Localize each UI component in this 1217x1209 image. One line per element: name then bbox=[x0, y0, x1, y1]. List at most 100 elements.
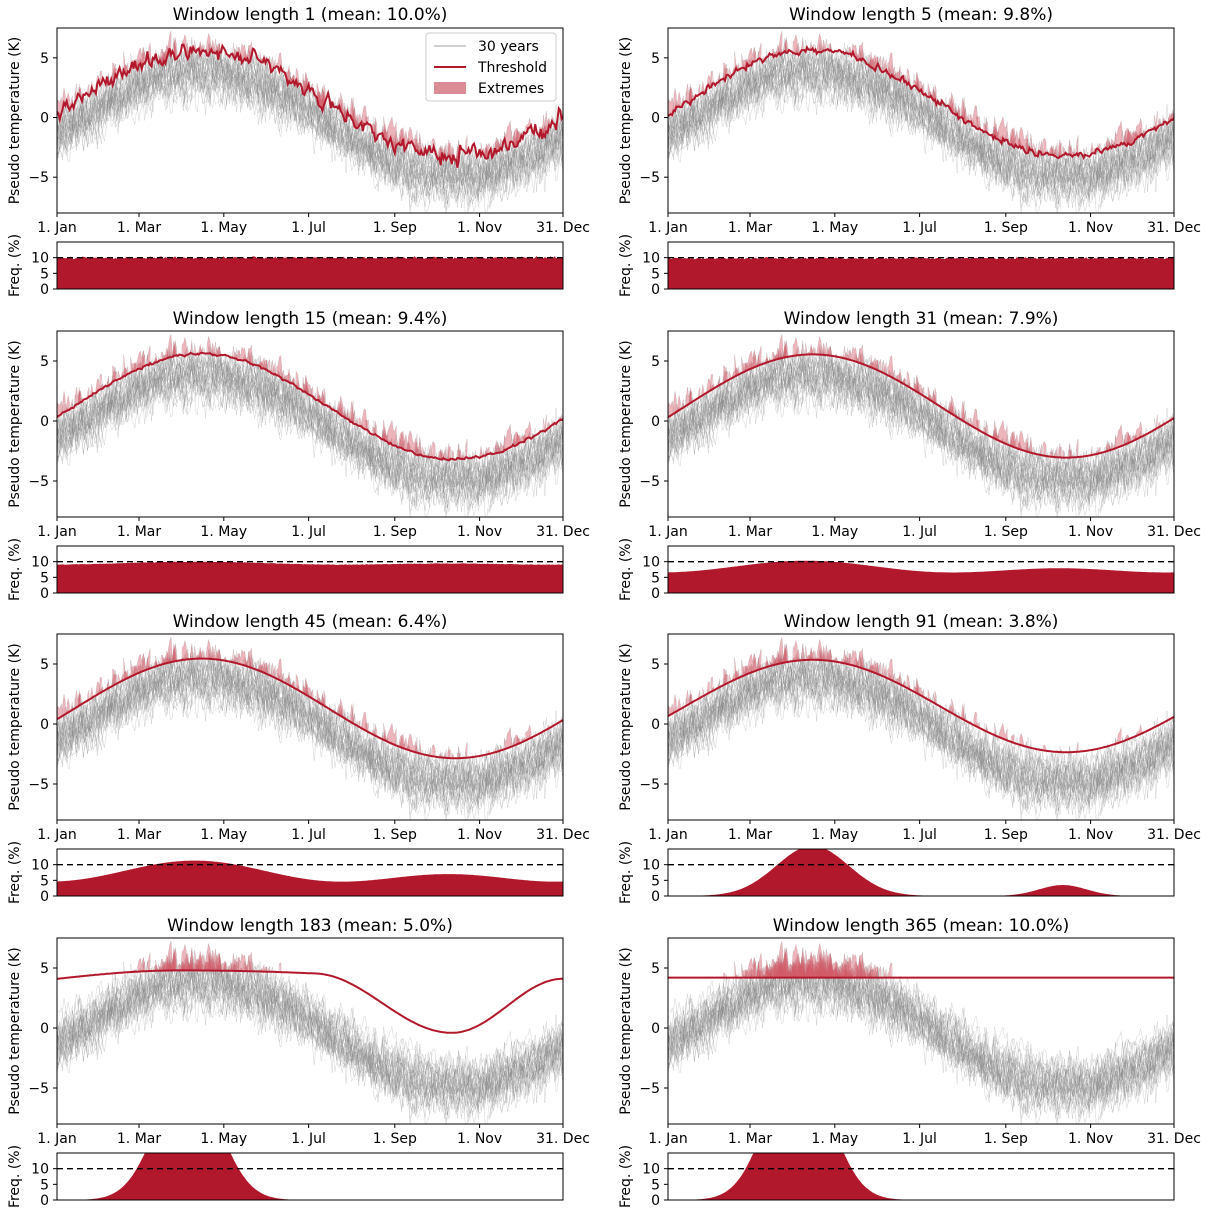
extreme-area bbox=[861, 351, 864, 365]
year-line bbox=[57, 971, 563, 1124]
extreme-area bbox=[840, 963, 844, 978]
extreme-area bbox=[701, 81, 705, 94]
y-tick-label: −5 bbox=[639, 170, 660, 186]
extreme-area bbox=[351, 703, 354, 724]
extreme-area bbox=[417, 145, 420, 155]
year-line bbox=[668, 59, 1174, 213]
extreme-area bbox=[260, 658, 266, 674]
year-line bbox=[668, 958, 1174, 1099]
x-tick-label: 1. Jan bbox=[37, 220, 76, 236]
extreme-area bbox=[497, 142, 500, 151]
extreme-area bbox=[273, 362, 276, 375]
year-line bbox=[668, 954, 1174, 1111]
extreme-area bbox=[287, 368, 295, 386]
extreme-area bbox=[497, 138, 500, 151]
extreme-area bbox=[964, 108, 969, 124]
year-line bbox=[57, 953, 563, 1102]
extreme-area bbox=[437, 451, 441, 460]
legend-label: Threshold bbox=[477, 60, 547, 76]
extreme-area bbox=[876, 967, 878, 978]
x-tick-label: 1. May bbox=[811, 524, 858, 540]
extreme-area bbox=[350, 410, 355, 424]
year-line bbox=[57, 360, 563, 508]
extreme-area bbox=[166, 350, 169, 359]
extreme-area bbox=[748, 969, 752, 978]
extreme-area bbox=[198, 954, 210, 971]
extreme-area bbox=[204, 952, 212, 971]
extreme-area bbox=[276, 658, 284, 683]
extreme-area bbox=[834, 968, 841, 978]
legend: 30 years Threshold Extremes bbox=[425, 32, 557, 102]
extreme-area bbox=[879, 359, 881, 372]
extreme-area bbox=[993, 116, 1008, 144]
extreme-area bbox=[668, 97, 674, 117]
year-line bbox=[668, 644, 1174, 789]
extreme-area bbox=[218, 45, 221, 60]
extreme-area bbox=[457, 443, 459, 459]
x-tick-label: 1. Nov bbox=[1068, 1131, 1113, 1147]
extreme-area bbox=[833, 968, 838, 978]
extreme-area bbox=[276, 355, 284, 381]
extreme-area bbox=[848, 649, 860, 668]
extreme-area bbox=[1069, 146, 1072, 156]
year-line bbox=[57, 357, 563, 506]
extreme-area bbox=[303, 680, 305, 694]
year-line bbox=[668, 349, 1174, 509]
extreme-area bbox=[827, 966, 830, 978]
extreme-area bbox=[337, 402, 351, 422]
extreme-area bbox=[795, 649, 799, 661]
extreme-area bbox=[458, 450, 461, 459]
extreme-area bbox=[1019, 733, 1027, 747]
extreme-area bbox=[795, 346, 799, 356]
year-line bbox=[668, 666, 1174, 817]
extreme-area bbox=[1040, 140, 1045, 155]
extreme-area bbox=[907, 68, 910, 86]
y-tick-label: 0 bbox=[651, 1021, 660, 1037]
extreme-area bbox=[216, 346, 220, 356]
year-line bbox=[57, 948, 563, 1101]
plot-area bbox=[668, 637, 1174, 820]
extreme-area bbox=[237, 43, 249, 63]
extreme-area bbox=[154, 965, 158, 971]
year-line bbox=[668, 61, 1174, 213]
x-tick-label: 1. Sep bbox=[984, 827, 1028, 843]
extreme-area bbox=[278, 672, 280, 680]
extreme-area bbox=[698, 690, 700, 699]
extreme-area bbox=[812, 963, 823, 978]
extreme-area bbox=[820, 654, 824, 661]
freq-fill bbox=[668, 256, 1174, 289]
panel-window-15: Window length 15 (mean: 9.4%)−505Pseudo … bbox=[7, 309, 590, 602]
extreme-area bbox=[884, 362, 887, 375]
year-line bbox=[57, 657, 563, 805]
extreme-area bbox=[382, 420, 397, 447]
x-tick-label: 1. Sep bbox=[373, 1131, 417, 1147]
extreme-area bbox=[443, 749, 447, 758]
extreme-area bbox=[1069, 450, 1072, 458]
extreme-area bbox=[1171, 112, 1173, 120]
year-line bbox=[57, 669, 563, 820]
year-line bbox=[668, 364, 1174, 517]
year-line bbox=[668, 967, 1174, 1115]
year-line bbox=[57, 651, 563, 805]
year-line bbox=[57, 37, 563, 188]
year-line bbox=[668, 662, 1174, 811]
year-line bbox=[57, 348, 563, 502]
year-line bbox=[668, 646, 1174, 800]
extreme-area bbox=[751, 653, 755, 673]
freq-y-tick-label: 10 bbox=[642, 555, 660, 571]
extreme-area bbox=[340, 709, 342, 717]
extreme-area bbox=[819, 649, 821, 660]
x-tick-label: 1. Mar bbox=[728, 220, 772, 236]
y-tick-label: 0 bbox=[651, 111, 660, 127]
extreme-area bbox=[218, 346, 220, 356]
extreme-area bbox=[155, 959, 158, 971]
extreme-area bbox=[673, 391, 677, 414]
extreme-area bbox=[1011, 431, 1016, 448]
extreme-area bbox=[775, 657, 780, 665]
year-line bbox=[57, 57, 563, 204]
extreme-area bbox=[734, 657, 739, 680]
extreme-area bbox=[830, 651, 832, 662]
extreme-area bbox=[215, 650, 220, 660]
year-line bbox=[668, 31, 1174, 185]
y-tick-label: −5 bbox=[28, 474, 49, 490]
